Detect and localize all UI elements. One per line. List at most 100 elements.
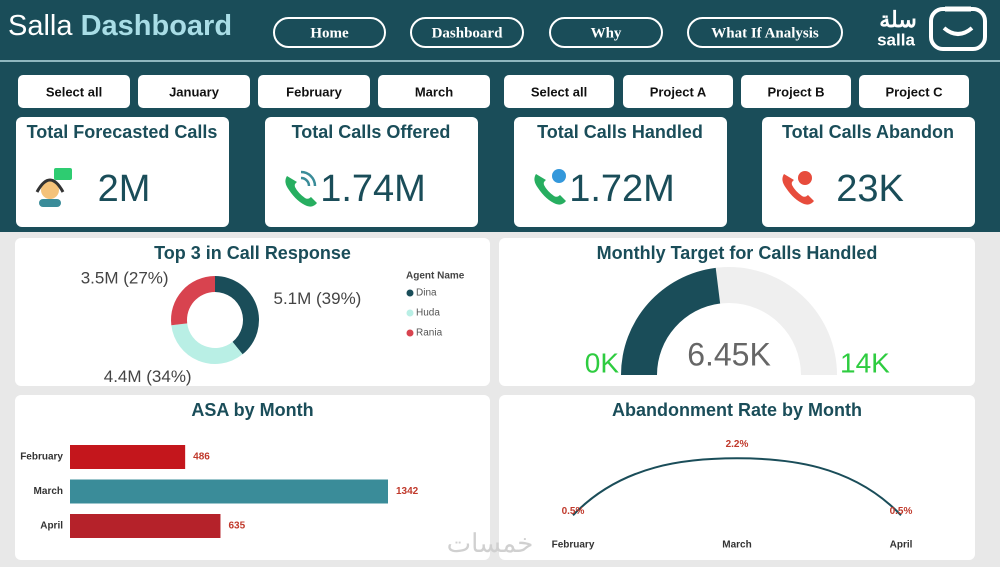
kpi-card: Total Calls Abandon 23K <box>762 117 975 227</box>
card-box <box>514 117 727 227</box>
nav-button[interactable]: Why <box>549 17 663 48</box>
slicer-box <box>741 75 851 108</box>
slicer-box <box>378 75 490 108</box>
slicer-button[interactable]: Select all <box>18 75 130 108</box>
nav-outline <box>273 17 386 48</box>
card-box <box>265 117 478 227</box>
kpi-icon <box>35 168 72 207</box>
logo-icon <box>929 6 987 51</box>
chart-panel: Monthly Target for Calls Handled 6.45K 0K 1… <box>499 238 975 386</box>
slicer-box <box>18 75 130 108</box>
kpi-title: Total Calls Abandon <box>782 122 954 142</box>
watermark: خمسات <box>447 528 534 558</box>
legend-swatch <box>406 309 414 317</box>
legend-label: Huda <box>416 308 440 319</box>
kpi-icon <box>534 169 566 205</box>
slicer-label: Select all <box>531 84 587 99</box>
kpi-card: Total Calls Offered 1.74M <box>265 117 478 227</box>
legend-label: Dina <box>416 288 437 299</box>
chart-title: ASA by Month <box>191 400 313 420</box>
nav-button[interactable]: Dashboard <box>410 17 524 48</box>
nav-button[interactable]: Home <box>273 17 386 48</box>
slicer-button[interactable]: Project C <box>859 75 969 108</box>
nav-outline <box>410 17 524 48</box>
kpi-value: 1.74M <box>320 168 426 210</box>
nav-label: Why <box>591 25 622 41</box>
slicer-box <box>859 75 969 108</box>
x-tick-label: March <box>722 540 751 551</box>
data-label: 3.5M (27%) <box>81 268 169 287</box>
chart-panel: ASA by Month February 486 March 1342 April 635 <box>15 395 490 560</box>
data-label: 0.5% <box>562 506 585 517</box>
donut-slice <box>171 323 243 364</box>
data-label: 4.4M (34%) <box>104 367 192 386</box>
slicer-label: Project C <box>885 84 943 99</box>
title-bold: Dashboard <box>81 10 232 42</box>
panel-box <box>499 395 975 560</box>
icon-check <box>552 169 566 183</box>
gauge-limit: 14K <box>840 347 890 378</box>
slicer-button[interactable]: Select all <box>504 75 614 108</box>
kpi-value: 2M <box>98 168 151 210</box>
slicer-box <box>258 75 370 108</box>
icon-bubble <box>54 168 72 180</box>
icon-head <box>41 181 59 199</box>
kpi-title: Total Calls Handled <box>537 122 703 142</box>
icon-waves <box>300 170 317 187</box>
icon-phone <box>782 174 814 205</box>
slicer-label: Select all <box>46 84 102 99</box>
kpi-value: 1.72M <box>569 168 675 210</box>
data-label: 0.5% <box>890 506 913 517</box>
kpi-value: 23K <box>836 168 904 210</box>
logo-arabic: سلة <box>879 7 917 32</box>
gauge-fill <box>621 267 721 375</box>
slicer-label: March <box>415 84 453 99</box>
chart-title: Abandonment Rate by Month <box>612 400 862 420</box>
card-box <box>16 117 229 227</box>
slicer-box <box>138 75 250 108</box>
chart-title: Monthly Target for Calls Handled <box>597 243 878 263</box>
bar <box>70 514 221 538</box>
kpi-title: Total Forecasted Calls <box>27 122 218 142</box>
nav-button[interactable]: What If Analysis <box>687 17 843 48</box>
gauge-value: 6.45K <box>687 336 771 372</box>
slicer-button[interactable]: February <box>258 75 370 108</box>
slicer-button[interactable]: January <box>138 75 250 108</box>
slicer-button[interactable]: March <box>378 75 490 108</box>
slicer-button[interactable]: Project A <box>623 75 733 108</box>
data-label: 486 <box>193 452 210 463</box>
kpi-card: Total Calls Handled 1.72M <box>514 117 727 227</box>
nav-label: Dashboard <box>432 25 504 41</box>
logo-latin: salla <box>877 30 915 49</box>
line <box>572 457 902 516</box>
slicer-button[interactable]: Project B <box>741 75 851 108</box>
slicer-label: January <box>169 84 220 99</box>
legend-title: Agent Name <box>406 271 465 282</box>
data-label: 2.2% <box>726 439 749 450</box>
icon-cross <box>798 171 812 185</box>
icon-body <box>39 199 61 207</box>
data-label: 1342 <box>396 486 419 497</box>
category-label: March <box>34 486 63 497</box>
panel-box <box>499 238 975 386</box>
kpi-card: Total Forecasted Calls 2M <box>16 117 229 227</box>
data-label: 635 <box>228 521 245 532</box>
category-label: April <box>40 521 63 532</box>
icon-headset <box>35 178 65 193</box>
nav-label: What If Analysis <box>711 25 819 41</box>
category-label: February <box>20 452 63 463</box>
kpi-icon <box>782 171 814 205</box>
card-box <box>762 117 975 227</box>
title-plain: Salla <box>8 10 73 42</box>
chart-panel: Top 3 in Call Response 5.1M (39%) Dina 4.4M… <box>15 238 490 386</box>
icon-phone <box>285 176 317 207</box>
kpi-icon <box>285 170 317 207</box>
bar <box>70 479 388 504</box>
kpi-title: Total Calls Offered <box>292 122 451 142</box>
logo-smile <box>942 26 974 36</box>
donut-slice <box>171 276 215 326</box>
icon-phone <box>534 174 566 205</box>
legend-label: Rania <box>416 328 443 339</box>
nav-outline <box>549 17 663 48</box>
